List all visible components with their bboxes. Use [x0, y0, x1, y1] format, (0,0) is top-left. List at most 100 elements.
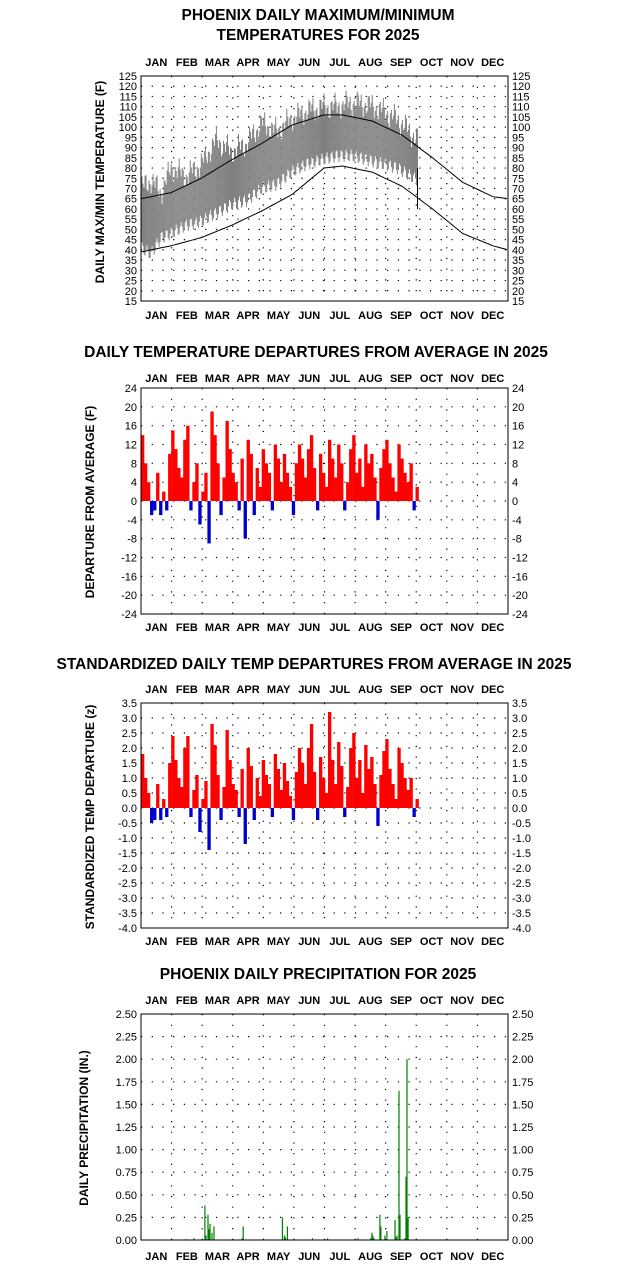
month-label-bottom: JAN: [145, 936, 167, 948]
bar-positive: [258, 796, 262, 808]
bar-positive: [373, 477, 377, 501]
month-label-top: MAR: [205, 373, 230, 385]
bar-positive: [311, 1238, 314, 1240]
y-tick-label-right: 100: [512, 122, 530, 134]
bar-negative: [198, 501, 202, 525]
bar-negative: [165, 501, 169, 511]
y-tick-label-left: 20: [125, 402, 137, 414]
plot-frame: [140, 702, 509, 929]
month-label-top: OCT: [420, 684, 444, 696]
y-tick-label-right: 35: [512, 255, 524, 267]
y-tick-label-left: -3.0: [118, 893, 137, 905]
bar-positive: [222, 787, 226, 808]
chart-standardized: STANDARDIZED DAILY TEMP DEPARTURES FROM …: [56, 656, 571, 948]
bar-negative: [207, 501, 211, 544]
y-tick-label-right: -2.5: [512, 878, 531, 890]
y-tick-label-right: 45: [512, 235, 524, 247]
bar-positive: [358, 458, 362, 501]
bar-positive: [285, 781, 290, 808]
bar-positive: [192, 790, 196, 808]
bar-positive: [352, 435, 356, 501]
y-tick-label-right: 15: [512, 296, 524, 308]
bar-negative: [153, 501, 157, 511]
bar-positive: [384, 1235, 386, 1240]
bar-positive: [286, 1226, 288, 1240]
y-tick-label-right: -3.0: [512, 893, 531, 905]
y-tick-label-left: 2.00: [116, 1054, 137, 1066]
bar-positive: [162, 491, 166, 501]
y-tick-label-left: 125: [119, 71, 137, 83]
bar-positive: [141, 754, 145, 808]
bar-positive: [279, 482, 284, 501]
bar-negative: [219, 808, 223, 820]
bar-positive: [303, 784, 308, 808]
plot-frame: [140, 75, 509, 302]
month-label-top: FEB: [176, 373, 198, 385]
bar-positive: [147, 482, 151, 501]
month-label-top: JAN: [145, 373, 167, 385]
y-tick-label-right: 25: [512, 276, 524, 288]
bar-positive: [216, 463, 220, 501]
bar-positive: [322, 472, 326, 502]
bar-positive: [213, 1226, 215, 1240]
y-tick-label-left: 0.25: [116, 1212, 137, 1224]
bar-negative: [243, 808, 247, 844]
y-tick-label-left: 20: [125, 286, 137, 298]
month-label-bottom: OCT: [420, 936, 444, 948]
y-tick-label-right: 3.0: [512, 713, 527, 725]
y-tick-label-right: -20: [512, 590, 528, 602]
bar-positive: [228, 760, 232, 808]
y-tick-label-right: -8: [512, 534, 522, 546]
month-label-bottom: SEP: [390, 936, 412, 948]
month-label-bottom: MAR: [205, 622, 230, 634]
y-tick-label-left: 1.00: [116, 1145, 137, 1157]
y-tick-label-right: 120: [512, 81, 530, 93]
bar-positive: [209, 1223, 211, 1240]
month-label-bottom: MAY: [267, 310, 291, 322]
bar-positive: [201, 799, 205, 808]
bar-positive: [415, 799, 419, 808]
y-tick-label-right: 20: [512, 402, 524, 414]
month-label-bottom: MAY: [267, 1251, 291, 1263]
y-tick-label-left: 120: [119, 81, 137, 93]
y-tick-label-left: 105: [119, 112, 137, 124]
y-tick-label-right: 65: [512, 194, 524, 206]
y-tick-label-left: 0.00: [116, 1235, 137, 1247]
month-label-top: MAY: [267, 995, 291, 1007]
bar-positive: [400, 458, 404, 501]
bar-positive: [379, 468, 383, 501]
bar-positive: [325, 793, 329, 808]
chart-departures: DAILY TEMPERATURE DEPARTURES FROM AVERAG…: [83, 344, 548, 634]
y-tick-label-left: -0.5: [118, 818, 137, 830]
month-label-bottom: JAN: [145, 310, 167, 322]
bar-positive: [255, 468, 259, 501]
y-tick-label-left: 85: [125, 153, 137, 165]
bar-positive: [210, 724, 214, 808]
y-tick-label-left: 95: [125, 132, 137, 144]
y-tick-label-left: 0.75: [116, 1167, 137, 1179]
bar-positive: [240, 769, 244, 808]
bar-positive: [205, 1235, 207, 1240]
month-label-top: FEB: [176, 995, 198, 1007]
bar-negative: [376, 501, 380, 520]
y-tick-label-left: 110: [119, 102, 137, 114]
bar-negative: [412, 501, 416, 511]
month-label-bottom: NOV: [450, 310, 475, 322]
bar-positive: [285, 472, 290, 502]
bar-positive: [397, 748, 401, 808]
bar-positive: [255, 778, 259, 808]
month-label-top: JUN: [298, 57, 320, 69]
y-tick-label-left: 8: [131, 458, 137, 470]
month-label-top: SEP: [390, 684, 412, 696]
y-axis-label: DAILY PRECIPITATION (IN.): [77, 1050, 91, 1206]
month-label-top: DEC: [481, 57, 504, 69]
month-label-top: JUL: [329, 57, 350, 69]
bar-negative: [252, 808, 256, 820]
bar-positive: [147, 793, 151, 808]
bar-positive: [367, 769, 371, 808]
y-tick-label-left: 0: [131, 496, 137, 508]
y-tick-label-right: 1.5: [512, 758, 527, 770]
month-label-bottom: SEP: [390, 622, 412, 634]
y-tick-label-right: 1.00: [512, 1145, 533, 1157]
bar-negative: [270, 501, 275, 511]
